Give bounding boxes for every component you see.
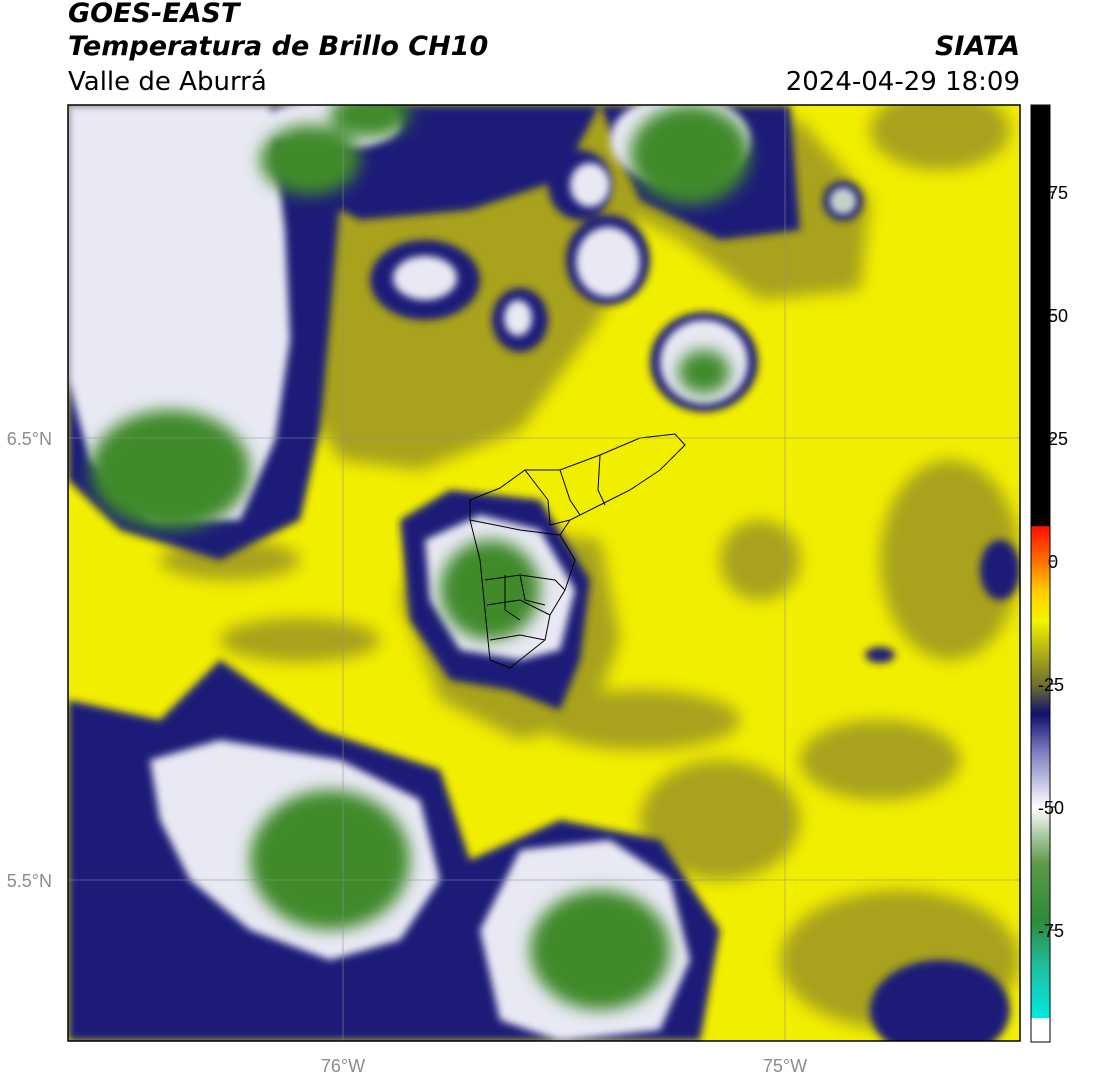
map-frame [67,104,1021,1042]
product-title: Temperatura de Brillo CH10 [68,31,489,62]
organization-label: SIATA [934,31,1020,62]
region-label: Valle de Aburrá [68,67,267,97]
colorbar-tick-label: -75 [1038,921,1064,941]
brightness-temperature-field [68,105,1020,1041]
graticule [68,105,1020,1041]
colorbar-tick-label: 75 [1048,183,1068,203]
satellite-title: GOES-EAST [68,0,240,29]
lat-tick-label: 5.5°N [7,871,52,891]
colorbar: 75 50 25 0 -25 -50 -75 [1030,104,1068,1043]
lat-tick-label: 6.5°N [7,429,52,449]
municipal-boundaries [469,433,686,669]
colorbar-tick-label: 50 [1048,306,1068,326]
colorbar-tick-label: -50 [1038,798,1064,818]
lon-tick-label: 76°W [321,1056,365,1076]
colorbar-labels: 75 50 25 0 -25 -50 -75 [1038,183,1068,941]
timestamp-label: 2024-04-29 18:09 [785,67,1020,97]
colorbar-tick-label: 0 [1048,552,1058,572]
lon-tick-label: 75°W [763,1056,807,1076]
colorbar-tick-label: 25 [1048,429,1068,449]
colorbar-scale [1030,104,1051,1043]
latitude-ticks: 6.5°N 5.5°N [7,429,52,891]
colorbar-tick-label: -25 [1038,675,1064,695]
longitude-ticks: 76°W 75°W [321,1056,807,1076]
